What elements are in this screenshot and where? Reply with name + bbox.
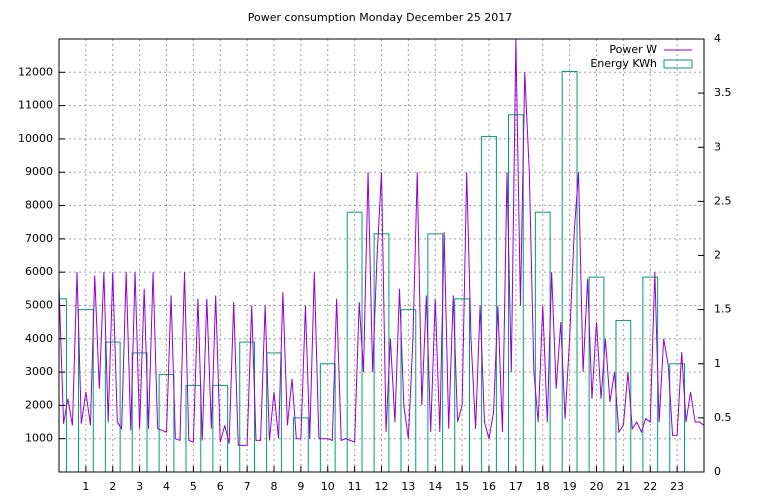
energy-box (292, 417, 309, 472)
power-line (59, 39, 704, 446)
x-tick-label: 2 (109, 480, 116, 493)
y-tick-label: 8000 (25, 199, 53, 212)
plot-area (59, 39, 704, 472)
energy-box (59, 298, 67, 472)
legend-swatch (663, 59, 693, 69)
y-tick-label: 3000 (25, 365, 53, 378)
x-tick-label: 11 (348, 480, 362, 493)
x-tick-label: 5 (190, 480, 197, 493)
y-tick-label: 7000 (25, 232, 53, 245)
energy-box (507, 114, 524, 472)
x-tick-label: 20 (590, 480, 604, 493)
x-tick-label: 13 (401, 480, 415, 493)
energy-box (373, 233, 390, 472)
y-tick-label: 1000 (25, 432, 53, 445)
energy-box (158, 374, 175, 472)
grid (59, 39, 704, 472)
energy-box (77, 309, 94, 472)
x-tick-label: 8 (271, 480, 278, 493)
x-tick-label: 7 (244, 480, 251, 493)
x-tick-label: 16 (482, 480, 496, 493)
y-tick-label: 6000 (25, 265, 53, 278)
x-tick-label: 1 (82, 480, 89, 493)
y-tick-label: 11000 (18, 99, 53, 112)
y-tick-label: 5000 (25, 298, 53, 311)
energy-box (481, 135, 497, 472)
x-tick-label: 3 (136, 480, 143, 493)
y2-tick-label: 1.5 (714, 303, 732, 316)
chart-title: Power consumption Monday December 25 201… (248, 11, 512, 24)
y2-tick-label: 2.5 (714, 194, 732, 207)
x-tick-label: 10 (321, 480, 335, 493)
y2-tick-label: 4 (714, 32, 721, 45)
energy-box (400, 309, 417, 472)
y-tick-label: 10000 (18, 132, 53, 145)
x-tick-label: 19 (563, 480, 577, 493)
y2-tick-label: 0.5 (714, 411, 732, 424)
y2-tick-label: 2 (714, 249, 721, 262)
y-tick-label: 12000 (18, 65, 53, 78)
x-tick-label: 21 (616, 480, 630, 493)
y-tick-label: 9000 (25, 165, 53, 178)
y-tick-label: 4000 (25, 332, 53, 345)
x-tick-label: 17 (509, 480, 523, 493)
y-tick-label: 2000 (25, 398, 53, 411)
x-tick-label: 9 (297, 480, 304, 493)
energy-box (588, 276, 605, 472)
energy-box (669, 363, 686, 472)
energy-box (239, 341, 256, 472)
x-tick-label: 23 (670, 480, 684, 493)
axes: 1000200030004000500060007000800090001000… (18, 32, 732, 493)
y2-tick-label: 0 (714, 465, 721, 478)
energy-box (319, 363, 336, 472)
energy-box (104, 341, 121, 472)
energy-box (534, 211, 551, 472)
legend-label: Power W (609, 43, 657, 56)
x-tick-label: 22 (643, 480, 657, 493)
x-tick-label: 4 (163, 480, 170, 493)
x-tick-label: 6 (217, 480, 224, 493)
y2-tick-label: 3 (714, 140, 721, 153)
x-tick-label: 18 (536, 480, 550, 493)
x-tick-label: 15 (455, 480, 469, 493)
y2-tick-label: 1 (714, 357, 721, 370)
x-tick-label: 12 (375, 480, 389, 493)
y2-tick-label: 3.5 (714, 86, 732, 99)
legend-label: Energy KWh (590, 57, 657, 70)
x-tick-label: 14 (428, 480, 442, 493)
